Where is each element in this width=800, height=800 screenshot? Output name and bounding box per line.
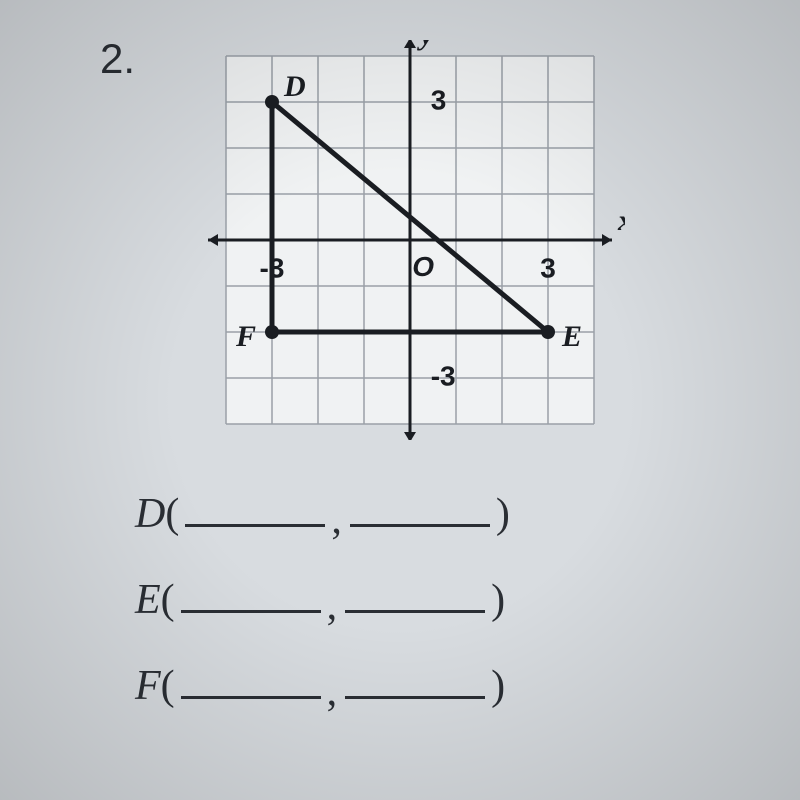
blank-f-x[interactable] (181, 667, 321, 699)
comma: , (327, 582, 338, 630)
answer-row-f: F( , ) (135, 662, 635, 710)
blank-e-y[interactable] (345, 581, 485, 613)
svg-text:E: E (561, 320, 582, 353)
blank-e-x[interactable] (181, 581, 321, 613)
close-paren: ) (496, 490, 510, 538)
close-paren: ) (491, 662, 505, 710)
svg-text:D: D (283, 70, 306, 103)
answer-row-d: D( , ) (135, 490, 635, 538)
problem-number: 2. (100, 35, 135, 83)
svg-text:y: y (417, 40, 434, 51)
svg-text:3: 3 (540, 252, 556, 283)
open-paren: ( (165, 490, 179, 538)
graph-svg: xy3-33-3ODEF (195, 40, 625, 440)
close-paren: ) (491, 576, 505, 624)
answer-row-e: E( , ) (135, 576, 635, 624)
answer-label-e: E (135, 576, 161, 624)
blank-d-x[interactable] (185, 495, 325, 527)
svg-text:O: O (412, 251, 434, 282)
svg-text:3: 3 (431, 84, 447, 115)
svg-text:F: F (235, 320, 256, 353)
comma: , (327, 668, 338, 716)
coordinate-graph: xy3-33-3ODEF (195, 40, 625, 440)
answer-label-d: D (135, 490, 165, 538)
comma: , (331, 496, 342, 544)
open-paren: ( (161, 662, 175, 710)
svg-text:-3: -3 (431, 360, 456, 391)
answer-label-f: F (135, 662, 161, 710)
svg-text:x: x (617, 204, 625, 237)
blank-f-y[interactable] (345, 667, 485, 699)
open-paren: ( (161, 576, 175, 624)
blank-d-y[interactable] (350, 495, 490, 527)
answer-section: D( , ) E( , ) F( , ) (135, 490, 635, 748)
